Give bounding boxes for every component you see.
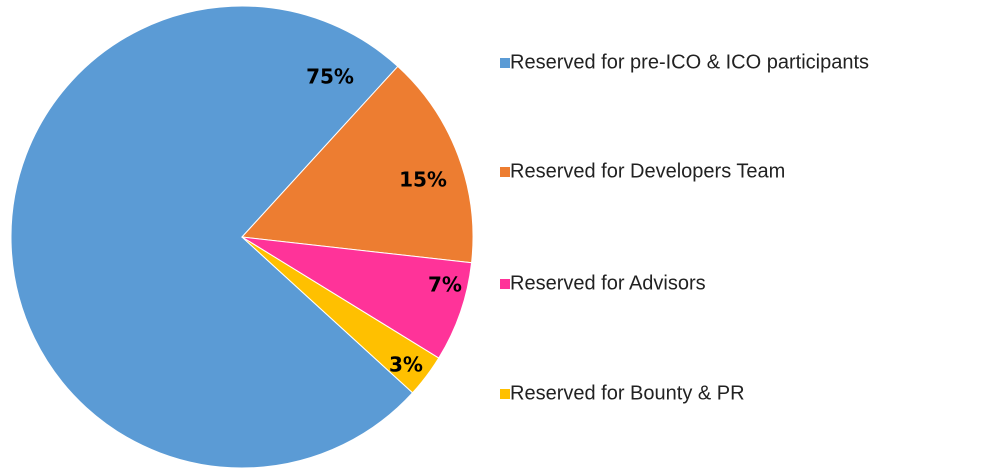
legend-label: Reserved for Bounty & PR: [510, 382, 745, 404]
legend-label: Reserved for Developers Team: [510, 160, 785, 182]
data-label: 7%: [428, 273, 462, 297]
pie-slice: [10, 5, 414, 468]
legend-swatch: [500, 167, 510, 177]
legend-swatch: [500, 279, 510, 289]
pie-slice: [241, 236, 473, 359]
pie-slice: [240, 65, 474, 264]
data-label: 75%: [306, 65, 354, 89]
legend-label: Reserved for pre-ICO & ICO participants: [510, 51, 869, 73]
legend-swatch: [500, 58, 510, 68]
legend-label: Reserved for Advisors: [510, 272, 706, 294]
pie-slice: [241, 236, 440, 394]
data-label: 15%: [399, 168, 447, 192]
legend-swatch: [500, 389, 510, 399]
data-label: 3%: [389, 353, 423, 377]
